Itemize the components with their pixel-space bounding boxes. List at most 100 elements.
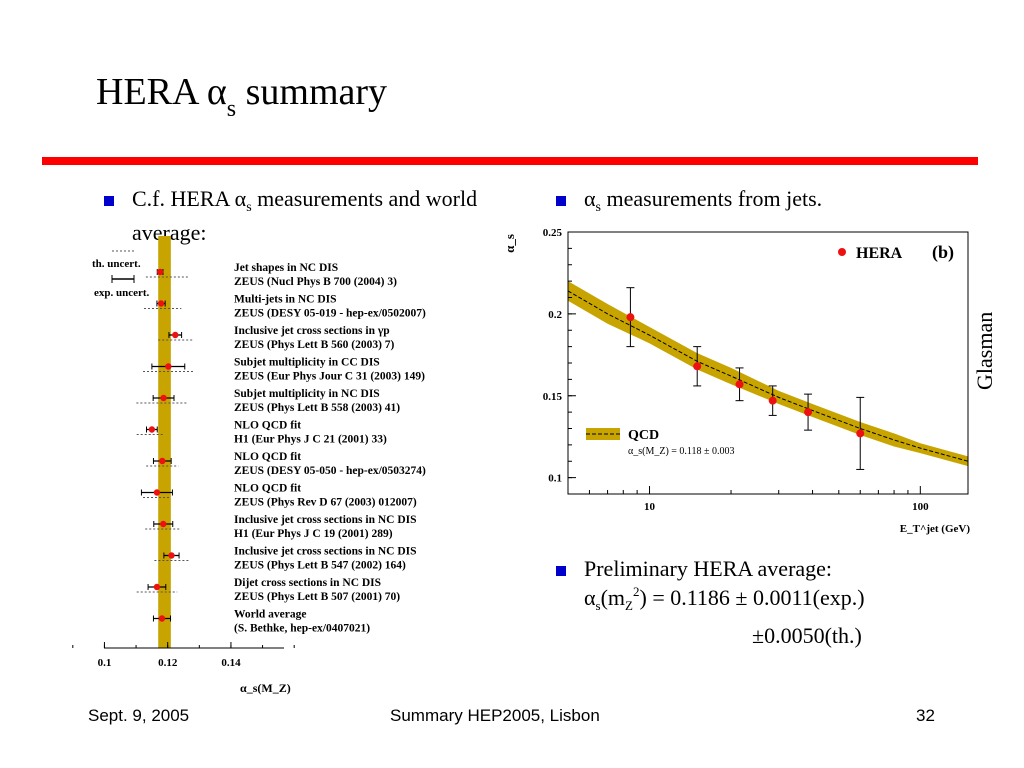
hera-legend: HERA (b) QCD α_s(M_Z) = 0.118 ± 0.003 bbox=[586, 242, 954, 457]
prelim-bullet-text: Preliminary HERA average: bbox=[584, 556, 833, 581]
page-title: HERA αs summary bbox=[96, 70, 388, 122]
measurement-row: NLO QCD fit H1 (Eur Phys J C 21 (2001) 33… bbox=[136, 420, 387, 446]
hera-data-point bbox=[626, 287, 635, 348]
qcd-curve bbox=[567, 290, 969, 462]
bullet-square-icon bbox=[556, 566, 566, 576]
title-divider bbox=[42, 157, 978, 165]
hera-legend-label: HERA bbox=[856, 245, 903, 262]
measurement-point bbox=[172, 331, 179, 339]
measurement-label: Inclusive jet cross sections in NC DIS bbox=[234, 514, 417, 526]
hera-marker bbox=[693, 362, 702, 371]
left-bullet-sub: s bbox=[246, 200, 252, 215]
hera-data-point bbox=[768, 385, 777, 416]
hera-data-point bbox=[735, 367, 744, 402]
footer-page-number: 32 bbox=[916, 706, 935, 725]
measurement-point bbox=[165, 363, 172, 370]
measurement-label: Subjet multiplicity in CC DIS bbox=[234, 357, 380, 369]
footer-date: Sept. 9, 2005 bbox=[88, 706, 190, 725]
measurement-row: NLO QCD fit ZEUS (Phys Rev D 67 (2003) 01… bbox=[140, 483, 417, 509]
formula-alpha: α bbox=[584, 585, 596, 610]
hera-marker bbox=[804, 408, 813, 417]
measurement-row: Inclusive jet cross sections in NC DIS ZE… bbox=[154, 546, 417, 572]
measurement-row: Dijet cross sections in NC DIS ZEUS (Phys… bbox=[136, 577, 400, 603]
hera-data-point bbox=[804, 393, 813, 431]
measurement-point bbox=[160, 520, 167, 528]
measurement-reference: ZEUS (Phys Rev D 67 (2003) 012007) bbox=[234, 497, 417, 509]
measurement-label: Jet shapes in NC DIS bbox=[234, 262, 338, 274]
measurement-row: World average (S. Bethke, hep-ex/0407021) bbox=[152, 609, 370, 635]
measurement-label: Dijet cross sections in NC DIS bbox=[234, 577, 381, 589]
hera-marker bbox=[768, 396, 777, 405]
hera-data-point bbox=[856, 396, 865, 470]
bullet-square-icon bbox=[556, 196, 566, 206]
ideogram-x-label: α_s(M_Z) bbox=[240, 681, 291, 695]
title-rest: summary bbox=[236, 71, 388, 113]
measurement-row: Subjet multiplicity in CC DIS ZEUS (Eur P… bbox=[143, 357, 425, 383]
formula-open: (m bbox=[600, 585, 626, 610]
qcd-legend-label: QCD bbox=[628, 428, 659, 443]
measurement-row: Inclusive jet cross sections in γp ZEUS (… bbox=[158, 325, 395, 351]
measurement-point bbox=[148, 426, 156, 433]
measurement-reference: ZEUS (Nucl Phys B 700 (2004) 3) bbox=[234, 276, 397, 288]
measurement-point bbox=[156, 268, 164, 276]
measurement-point bbox=[153, 583, 161, 591]
hera-marker bbox=[735, 380, 744, 389]
measurement-point bbox=[153, 489, 161, 496]
measurement-point bbox=[168, 552, 175, 559]
measurement-reference: ZEUS (Eur Phys Jour C 31 (2003) 149) bbox=[234, 371, 425, 383]
title-subscript: s bbox=[226, 96, 237, 122]
formula-mass-sub: Z bbox=[625, 598, 633, 613]
measurement-row: Inclusive jet cross sections in NC DIS H1… bbox=[145, 514, 417, 540]
measurement-reference: ZEUS (Phys Lett B 560 (2003) 7) bbox=[234, 339, 395, 351]
measurement-label: NLO QCD fit bbox=[234, 420, 301, 432]
hera-y-tick-label: 0.25 bbox=[543, 227, 563, 239]
title-main: HERA α bbox=[96, 71, 227, 113]
right-bullet-sub: s bbox=[595, 200, 601, 215]
measurement-reference: H1 (Eur Phys J C 19 (2001) 289) bbox=[234, 528, 393, 540]
measurement-point bbox=[158, 615, 166, 622]
hera-marker bbox=[856, 429, 865, 438]
formula-alpha-sub: s bbox=[595, 598, 601, 613]
left-bullet-rest: measurements and world average: bbox=[132, 186, 478, 245]
hera-x-label: E_T^jet (GeV) bbox=[900, 523, 971, 535]
formula-rest: ) = 0.1186 ± 0.0011(exp.) bbox=[639, 585, 865, 610]
measurement-label: Multi-jets in NC DIS bbox=[234, 294, 337, 306]
measurement-reference: (S. Bethke, hep-ex/0407021) bbox=[234, 623, 370, 635]
measurement-point bbox=[159, 457, 166, 465]
measurement-label: NLO QCD fit bbox=[234, 451, 301, 463]
measurement-reference: ZEUS (Phys Lett B 547 (2002) 164) bbox=[234, 560, 406, 572]
right-bullet-prefix: α bbox=[584, 186, 596, 211]
measurement-row: Subjet multiplicity in NC DIS ZEUS (Phys … bbox=[136, 388, 400, 414]
qcd-uncert-band bbox=[568, 281, 968, 467]
hera-y-tick-label: 0.2 bbox=[548, 309, 562, 321]
qcd-legend-formula: α_s(M_Z) = 0.118 ± 0.003 bbox=[628, 446, 735, 457]
measurement-label: World average bbox=[234, 609, 307, 621]
ideogram-tick-label: 0.1 bbox=[98, 657, 112, 669]
measurement-row: NLO QCD fit ZEUS (DESY 05-050 - hep-ex/05… bbox=[146, 451, 426, 477]
author-side-label: Glasman bbox=[972, 311, 997, 390]
bullet-square-icon bbox=[104, 196, 114, 206]
right-bullet-text: αs measurements from jets. bbox=[584, 184, 822, 218]
measurement-row: Jet shapes in NC DIS ZEUS (Nucl Phys B 70… bbox=[145, 262, 397, 288]
left-bullet-prefix: C.f. HERA α bbox=[132, 186, 247, 211]
hera-legend-marker bbox=[838, 248, 846, 256]
world-average-band bbox=[158, 236, 171, 648]
measurement-reference: ZEUS (Phys Lett B 558 (2003) 41) bbox=[234, 402, 400, 414]
hera-x-tick-label: 10 bbox=[644, 501, 656, 513]
qcd-legend-band bbox=[586, 428, 620, 440]
exp-uncert-label: exp. uncert. bbox=[94, 287, 150, 299]
measurement-label: Inclusive jet cross sections in NC DIS bbox=[234, 546, 417, 558]
measurement-point bbox=[160, 394, 167, 402]
measurement-reference: ZEUS (DESY 05-050 - hep-ex/0503274) bbox=[234, 465, 426, 477]
left-bullet-text: C.f. HERA αs measurements and world aver… bbox=[132, 184, 512, 248]
hera-data-point bbox=[693, 346, 702, 387]
measurement-reference: H1 (Eur Phys J C 21 (2001) 33) bbox=[234, 434, 387, 446]
th-uncert-label: th. uncert. bbox=[92, 258, 141, 270]
ideogram-tick-label: 0.14 bbox=[221, 657, 241, 669]
measurement-label: Inclusive jet cross sections in γp bbox=[234, 325, 390, 337]
hera-alpha-s-chart: 0.1 0.15 0.2 0.25 10 100 α_s E_T^jet (GeV) HE… bbox=[502, 227, 971, 535]
panel-label: (b) bbox=[932, 242, 954, 263]
uncertainty-legend: th. uncert. exp. uncert. bbox=[92, 250, 150, 299]
hera-y-label: α_s bbox=[502, 234, 517, 253]
hera-y-tick-label: 0.15 bbox=[543, 391, 563, 403]
